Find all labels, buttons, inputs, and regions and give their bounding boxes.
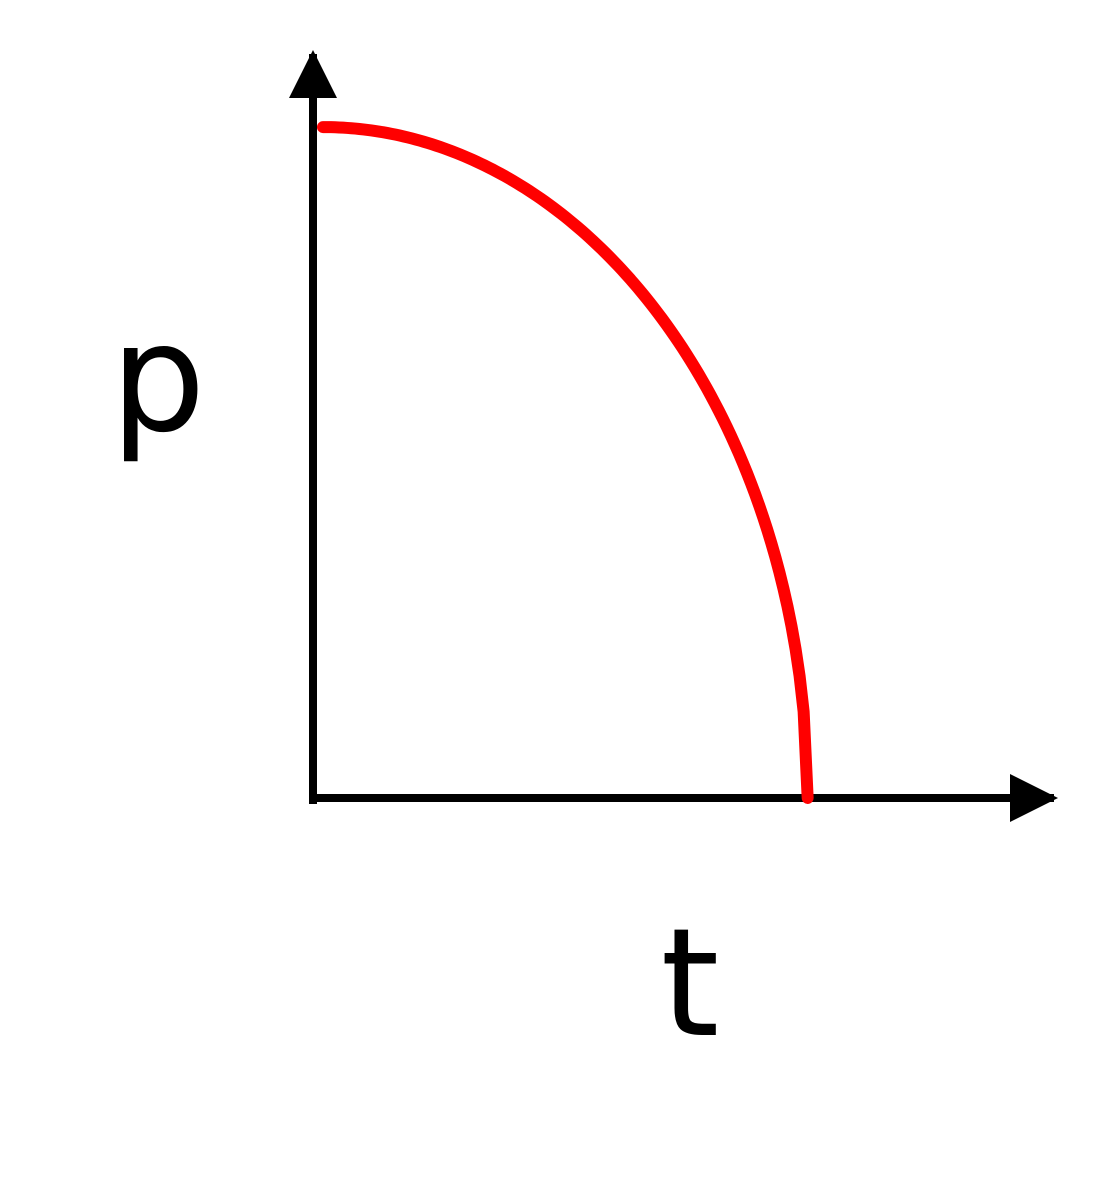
- series-line: [317, 121, 814, 804]
- x-axis-label: t: [661, 897, 720, 1071]
- y-axis-label: p: [110, 292, 205, 466]
